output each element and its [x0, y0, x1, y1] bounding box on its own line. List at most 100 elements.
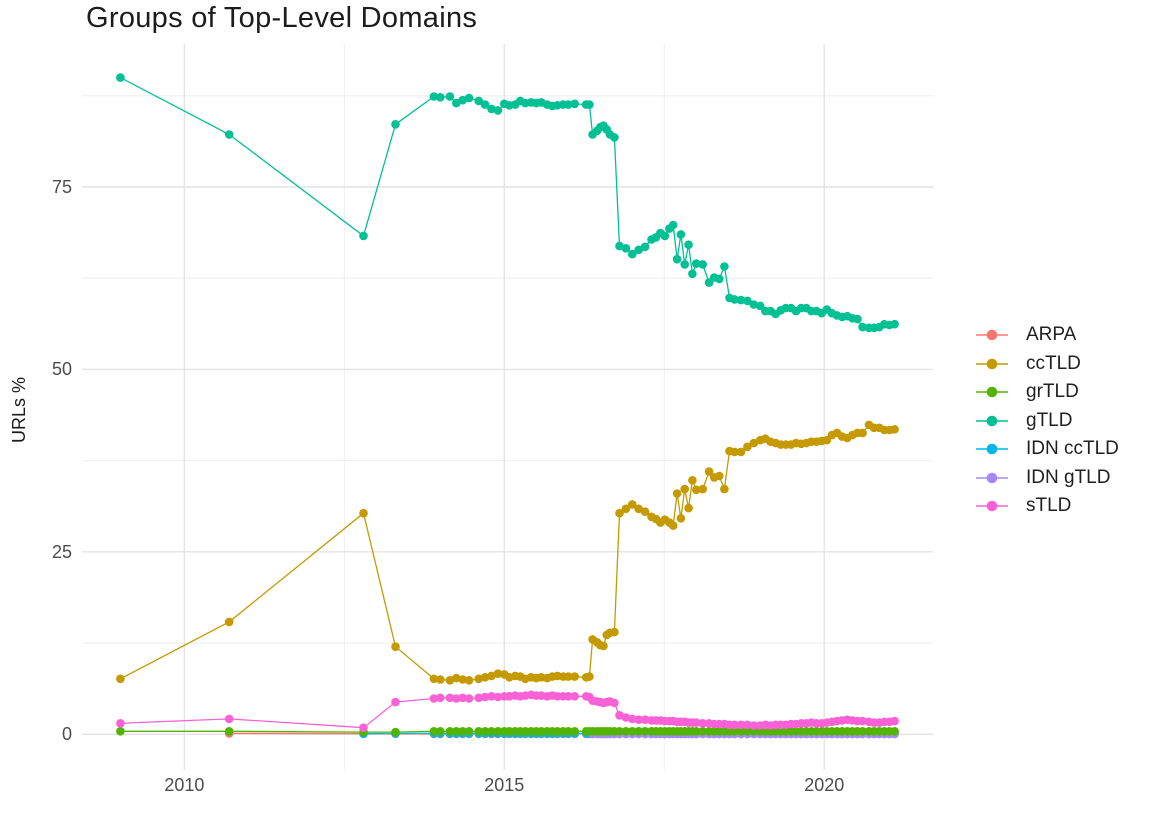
legend-item-gTLD: gTLD — [958, 407, 1119, 436]
y-tick-label: 75 — [51, 177, 72, 197]
data-point — [224, 617, 234, 627]
legend-item-label: gTLD — [1026, 409, 1073, 431]
legend-key-icon — [976, 500, 1008, 512]
data-point — [692, 727, 701, 736]
data-point — [628, 249, 637, 259]
data-point — [676, 514, 686, 523]
data-point — [224, 714, 234, 724]
data-point — [634, 245, 643, 255]
data-point — [436, 693, 445, 703]
data-point — [688, 476, 697, 485]
data-point — [743, 442, 752, 452]
x-tick-label: 2020 — [804, 775, 845, 795]
data-point — [660, 231, 670, 241]
data-point — [445, 727, 455, 736]
data-point — [570, 672, 579, 681]
data-point — [749, 721, 759, 730]
data-point — [668, 220, 678, 230]
data-point — [564, 692, 573, 701]
series-sTLD — [116, 690, 899, 732]
data-point — [743, 727, 752, 736]
data-point — [359, 231, 368, 241]
data-point — [116, 727, 125, 736]
data-point — [436, 727, 445, 736]
data-point — [391, 697, 400, 707]
series-gTLD — [116, 73, 899, 333]
data-point — [429, 674, 439, 684]
x-tick-label: 2015 — [484, 775, 525, 795]
data-point — [749, 300, 759, 309]
data-point — [570, 692, 579, 701]
data-point — [564, 727, 573, 736]
data-point — [684, 503, 693, 513]
data-point — [452, 694, 461, 703]
data-point — [672, 489, 682, 498]
legend-item-ccTLD: ccTLD — [958, 350, 1119, 379]
data-point — [452, 98, 461, 108]
data-point — [464, 694, 474, 703]
data-point — [684, 240, 693, 249]
data-point — [736, 727, 746, 736]
data-point — [720, 484, 729, 494]
data-point — [564, 100, 573, 109]
data-point — [621, 244, 631, 253]
data-point — [692, 259, 701, 268]
data-point — [634, 727, 643, 736]
legend-item-label: ARPA — [1026, 324, 1077, 346]
data-point — [464, 93, 474, 103]
data-point — [610, 698, 619, 708]
data-point — [458, 727, 468, 736]
data-point — [429, 727, 439, 736]
data-point — [698, 260, 707, 269]
series-grTLD — [116, 727, 899, 737]
data-point — [692, 718, 701, 727]
data-point — [116, 674, 125, 684]
data-point — [116, 719, 125, 728]
data-point — [445, 92, 455, 101]
data-point — [640, 242, 650, 252]
data-point — [698, 484, 707, 494]
legend-item-grTLD: grTLD — [958, 378, 1119, 407]
legend-item-label: IDN ccTLD — [1026, 438, 1119, 460]
data-point — [621, 504, 631, 514]
data-point — [736, 720, 746, 730]
chart-title: Groups of Top-Level Domains — [86, 2, 478, 34]
legend-key-icon — [976, 443, 1008, 455]
data-point — [493, 727, 503, 736]
data-point — [628, 714, 637, 724]
data-point — [640, 507, 650, 516]
data-point — [634, 504, 643, 514]
legend-key-icon — [976, 472, 1008, 484]
data-point — [452, 727, 461, 736]
data-point — [890, 425, 899, 434]
legend-key-icon — [976, 415, 1008, 427]
gridlines-major — [82, 44, 933, 770]
data-point — [698, 719, 707, 728]
data-point — [668, 521, 678, 530]
data-point — [359, 723, 368, 732]
data-point — [615, 508, 624, 518]
y-tick-label: 50 — [51, 359, 72, 380]
data-point — [640, 727, 650, 736]
legend-item-ARPA: ARPA — [958, 321, 1119, 350]
data-point — [615, 727, 624, 736]
data-point — [599, 641, 608, 651]
data-point — [676, 230, 686, 239]
data-point — [436, 675, 445, 684]
data-point — [429, 694, 439, 703]
data-point — [715, 471, 724, 481]
data-point — [564, 672, 573, 681]
data-point — [755, 301, 765, 311]
data-point — [436, 93, 445, 102]
data-point — [480, 673, 490, 682]
data-point — [493, 669, 503, 678]
legend-item-sTLD: sTLD — [958, 492, 1119, 521]
data-point — [634, 715, 643, 724]
data-point — [585, 672, 594, 681]
y-tick-label: 0 — [61, 724, 72, 745]
legend-key-icon — [976, 329, 1008, 341]
legend-item-label: sTLD — [1026, 495, 1072, 517]
legend-item-label: IDN gTLD — [1026, 466, 1111, 488]
data-point — [391, 727, 400, 737]
